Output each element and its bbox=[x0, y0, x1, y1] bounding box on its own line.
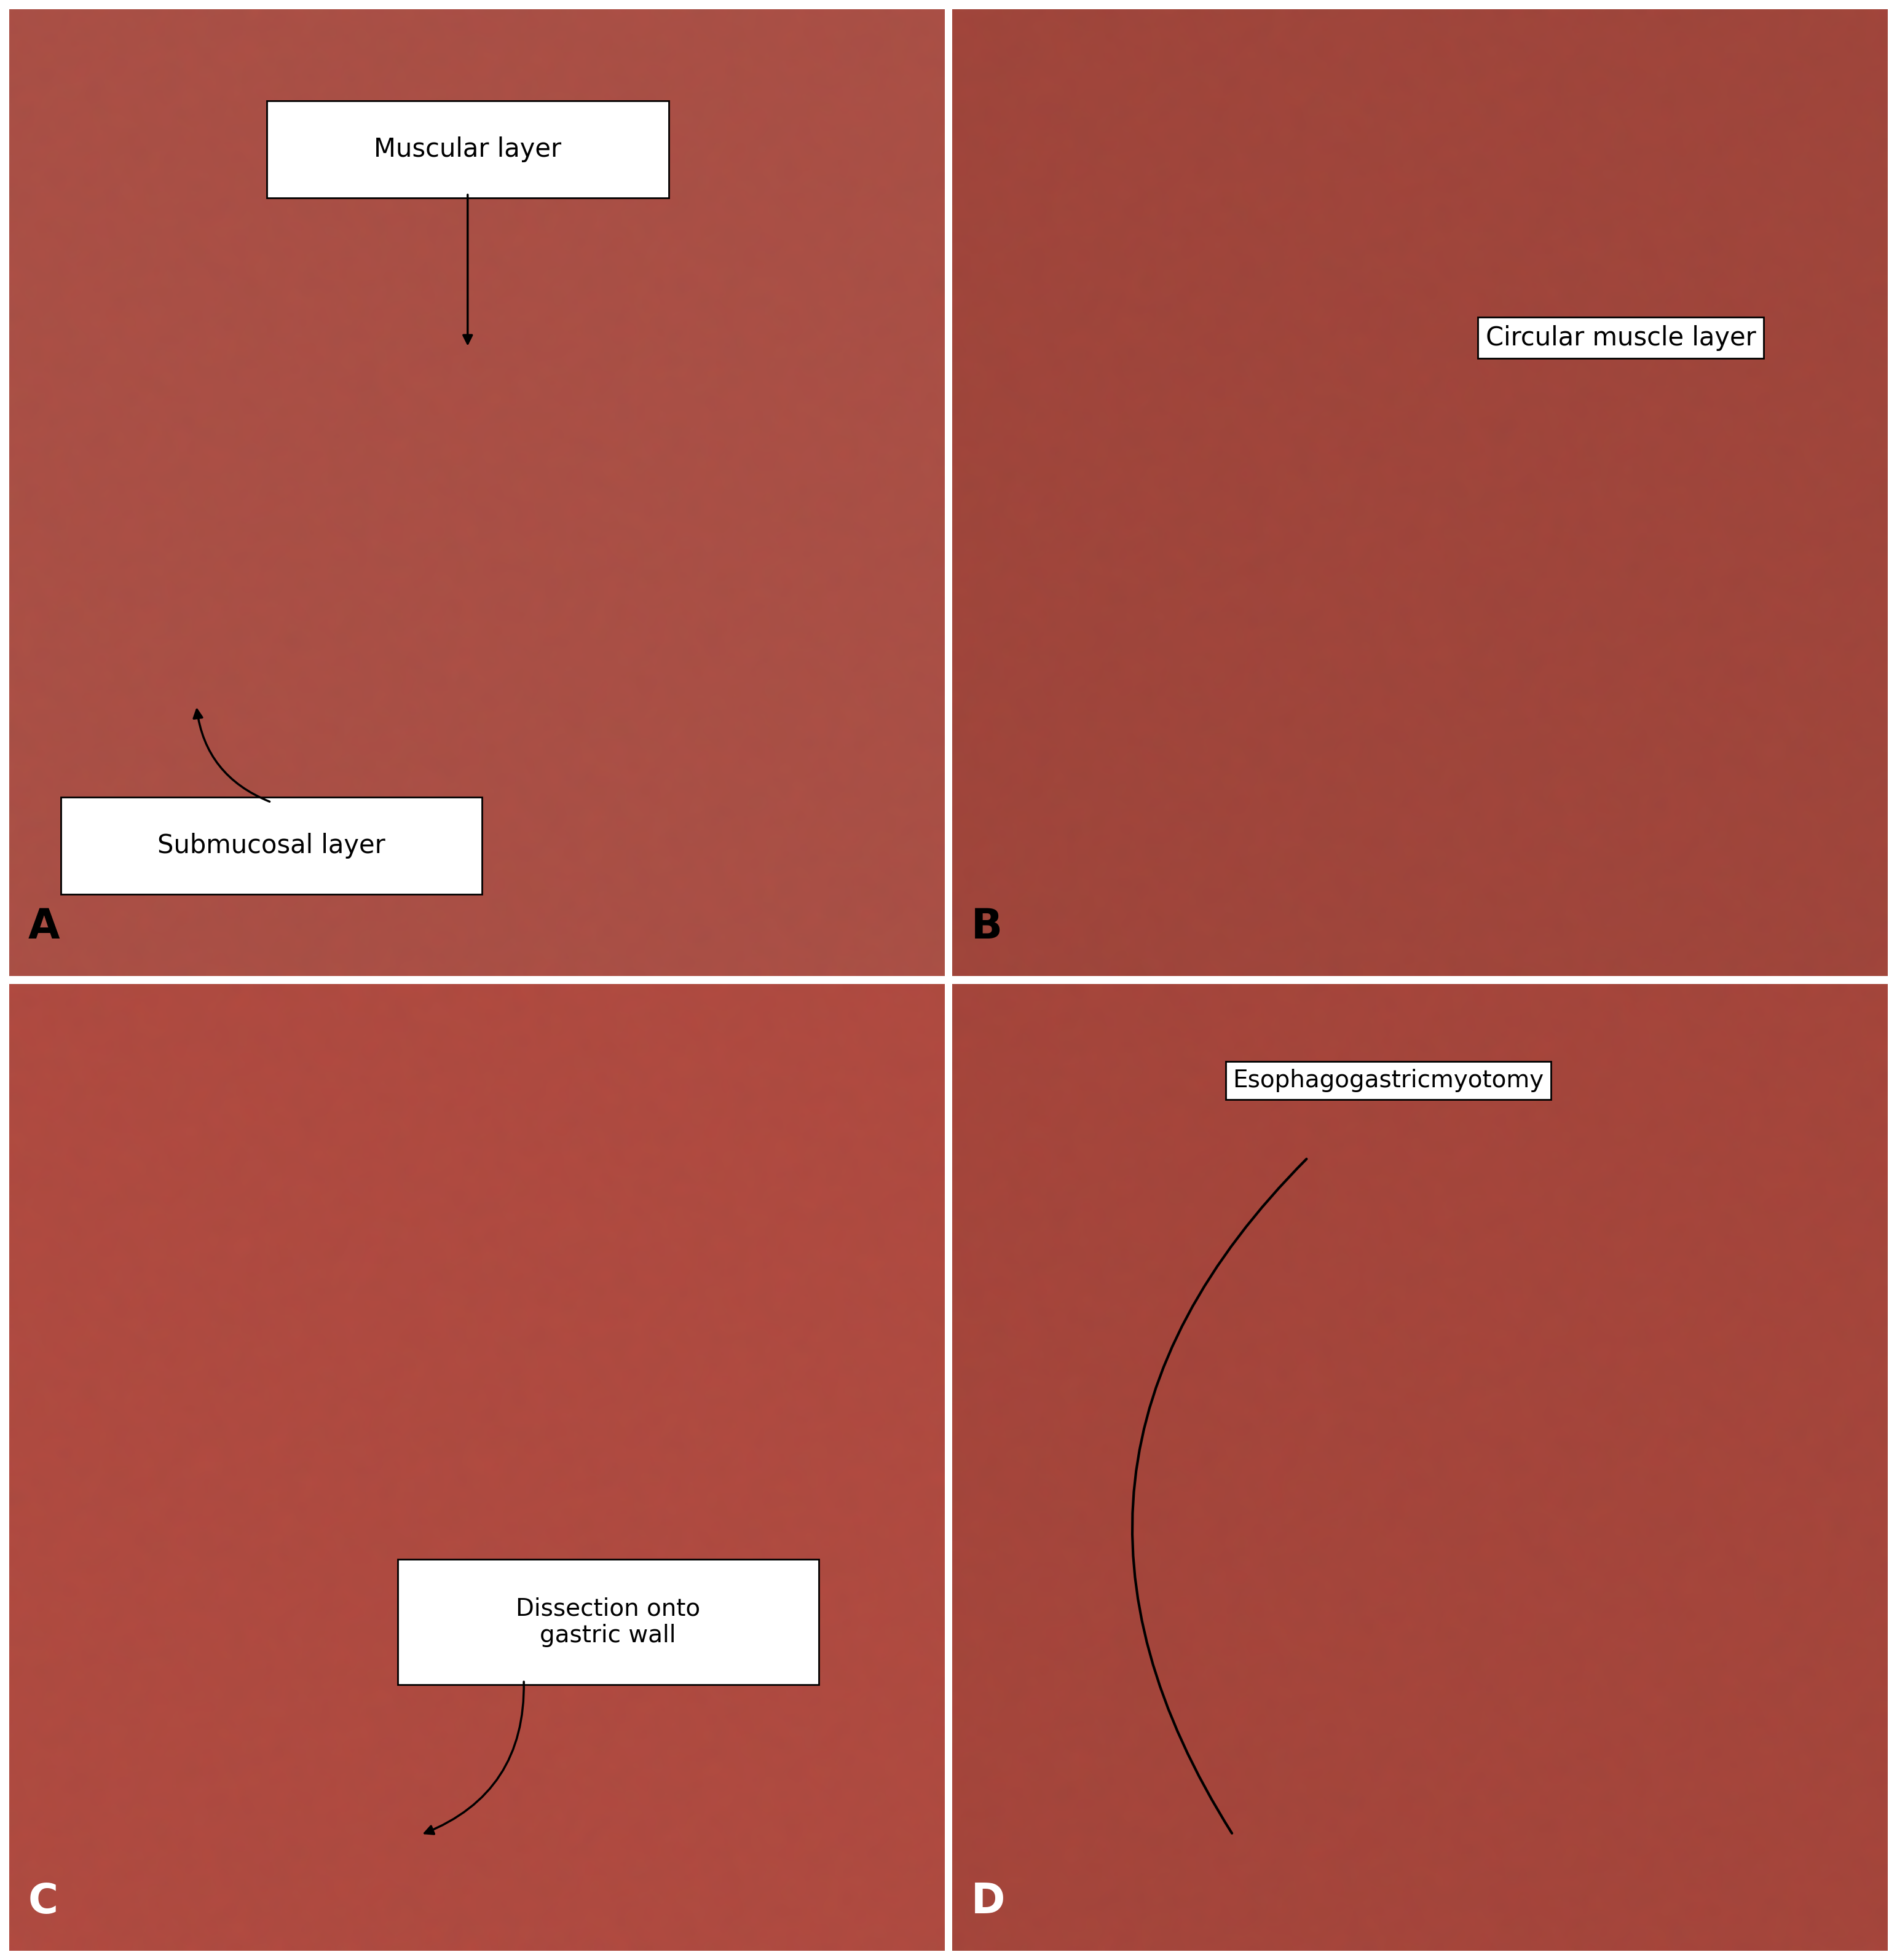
FancyBboxPatch shape bbox=[398, 1558, 818, 1686]
Text: Dissection onto
gastric wall: Dissection onto gastric wall bbox=[516, 1597, 700, 1646]
Text: C: C bbox=[28, 1882, 59, 1921]
FancyBboxPatch shape bbox=[266, 102, 670, 198]
Text: Muscular layer: Muscular layer bbox=[374, 137, 562, 163]
Text: Esophagogastricmyotomy: Esophagogastricmyotomy bbox=[1233, 1068, 1544, 1092]
Text: D: D bbox=[971, 1882, 1005, 1921]
Text: A: A bbox=[28, 907, 59, 947]
FancyBboxPatch shape bbox=[61, 798, 482, 894]
Text: Submucosal layer: Submucosal layer bbox=[157, 833, 385, 858]
Text: B: B bbox=[971, 907, 1002, 947]
Text: Circular muscle layer: Circular muscle layer bbox=[1485, 325, 1757, 351]
